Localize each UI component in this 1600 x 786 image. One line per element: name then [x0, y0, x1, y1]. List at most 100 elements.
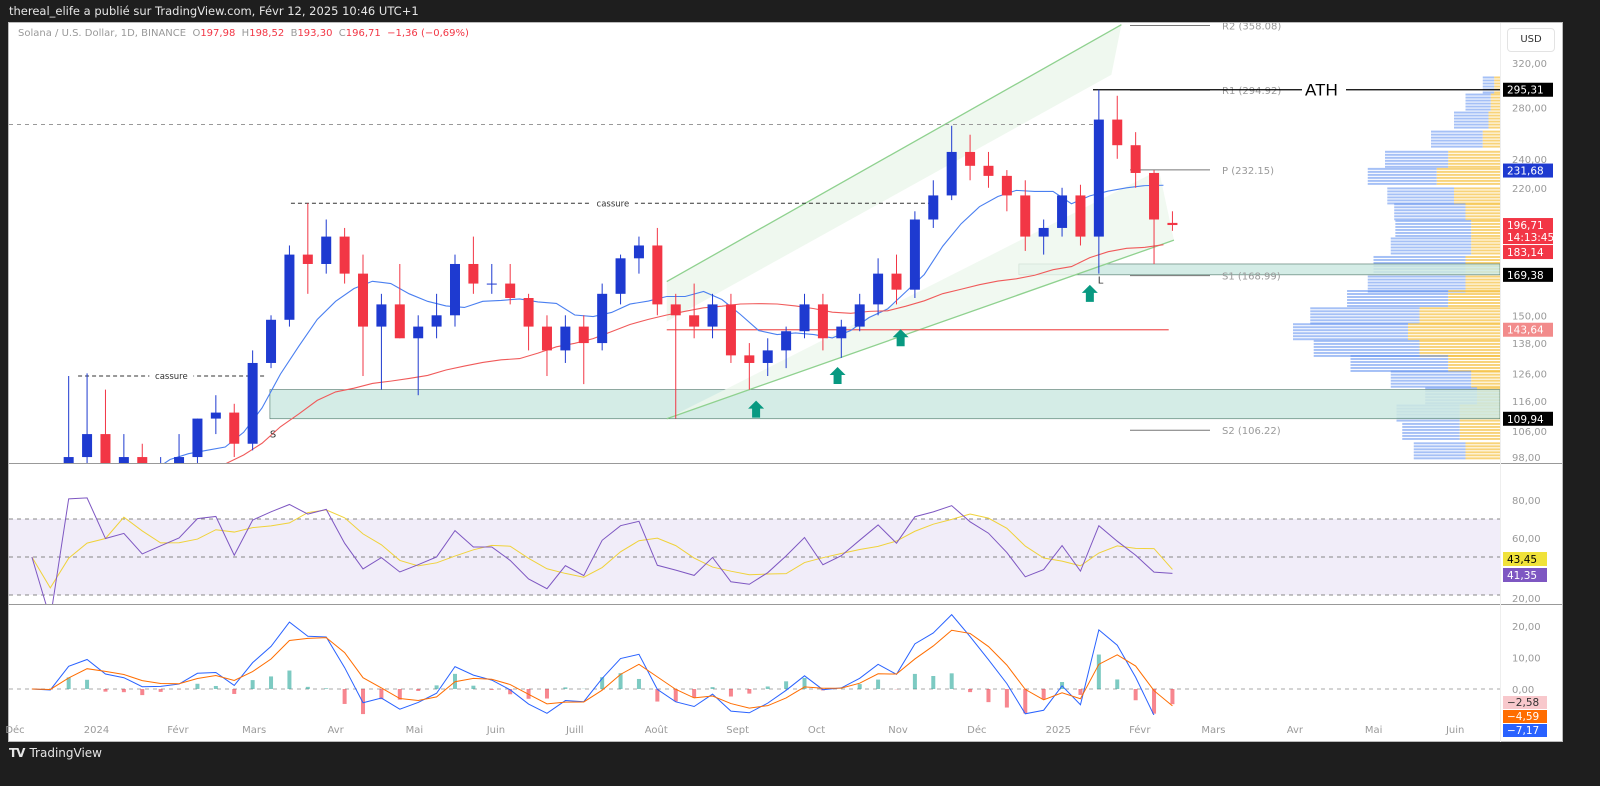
- macd-histogram-bar: [857, 684, 862, 689]
- candle-body: [523, 298, 534, 327]
- volume-profile-bar: [1367, 284, 1466, 287]
- volume-profile-bar: [1482, 142, 1500, 145]
- macd-histogram-bar: [232, 689, 237, 694]
- volume-profile-bar: [1490, 93, 1500, 96]
- ath-label-bg: [1302, 79, 1344, 100]
- volume-profile-bar: [1367, 182, 1437, 185]
- volume-profile-bar: [1431, 133, 1483, 136]
- macd-histogram-bar: [250, 680, 255, 689]
- brand-name[interactable]: TradingView: [29, 746, 102, 760]
- macd-histogram-bar: [747, 689, 752, 694]
- rsi-tag-label: 43,45: [1507, 554, 1537, 566]
- volume-profile-bar: [1394, 215, 1466, 218]
- macd-histogram-bar: [140, 689, 145, 696]
- candle-body: [1112, 119, 1123, 146]
- volume-profile-bar: [1402, 422, 1460, 425]
- volume-profile-bar: [1419, 345, 1500, 348]
- candle: [983, 151, 994, 188]
- candle-body: [413, 326, 424, 339]
- macd-tag: [1503, 724, 1547, 737]
- candle: [652, 227, 663, 316]
- candle: [689, 283, 700, 339]
- rsi-tag: [1503, 568, 1547, 582]
- time-axis-tick: Avr: [327, 725, 344, 736]
- time-axis-tick: Juill: [565, 725, 584, 736]
- time-axis-tick: Déc: [967, 724, 986, 736]
- price-axis-tick: 240,00: [1512, 155, 1547, 166]
- candle: [118, 434, 129, 463]
- candle: [266, 315, 277, 369]
- volume-profile-bar: [1350, 354, 1449, 357]
- macd-histogram-bar: [636, 678, 641, 689]
- low-value: 193,30: [297, 28, 333, 39]
- macd-histogram-bar: [1133, 689, 1138, 701]
- volume-profile-bar: [1390, 240, 1472, 243]
- volume-profile-bar: [1408, 329, 1500, 332]
- volume-profile-bar: [1431, 136, 1483, 139]
- chart-container[interactable]: [8, 22, 1563, 742]
- candles: [63, 89, 1178, 478]
- candle-body: [541, 326, 552, 351]
- tradingview-logo-icon: TV: [9, 746, 26, 760]
- time-axis-tick: Mai: [1365, 725, 1383, 736]
- volume-profile-bar: [1488, 114, 1500, 117]
- volume-profile-bar: [1293, 332, 1408, 335]
- volume-profile-bar: [1471, 225, 1500, 228]
- volume-profile-bar: [1310, 316, 1420, 319]
- volume-profile-bar: [1367, 176, 1437, 179]
- candle: [247, 350, 258, 451]
- currency-button[interactable]: USD: [1507, 28, 1555, 52]
- candle-body: [321, 236, 332, 264]
- macd-tag-label: −4,59: [1507, 711, 1539, 723]
- change-value: −1,36 (−0,69%): [387, 28, 469, 39]
- price-tag: [1503, 411, 1553, 426]
- macd-histogram-bar: [1115, 679, 1120, 689]
- volume-profile-bar: [1431, 139, 1483, 142]
- candle-body: [247, 362, 258, 444]
- volume-profile-bar: [1482, 136, 1500, 139]
- time-axis-tick: Mars: [242, 725, 266, 736]
- volume-profile-bar: [1395, 222, 1472, 225]
- symbol-name[interactable]: Solana / U.S. Dollar, 1D, BINANCE: [18, 28, 187, 39]
- countdown-label: 14:13:45: [1507, 232, 1554, 244]
- breakout-label: cassure: [155, 372, 188, 382]
- candle: [615, 254, 626, 305]
- candle-body: [873, 273, 884, 305]
- macd-histogram-bar: [269, 676, 274, 689]
- candle-body: [633, 245, 644, 259]
- candle: [1057, 187, 1068, 237]
- volume-profile-bar: [1350, 363, 1449, 366]
- candle-body: [156, 467, 166, 478]
- volume-profile-bar: [1347, 302, 1449, 305]
- volume-profile-bar: [1394, 218, 1466, 221]
- volume-profile-bar: [1413, 445, 1466, 448]
- open-value: 197,98: [200, 28, 236, 39]
- candle: [781, 326, 792, 369]
- price-tag: [1503, 267, 1553, 282]
- price-axis-tick: 126,00: [1512, 369, 1547, 380]
- high-label: H: [241, 28, 250, 39]
- volume-profile-bar: [1310, 319, 1420, 322]
- volume-profile-bar: [1465, 215, 1500, 218]
- volume-profile-bar: [1367, 278, 1466, 281]
- breakout-label: cassure: [597, 199, 630, 209]
- macd-histogram-bar: [710, 687, 715, 689]
- candle: [394, 263, 405, 339]
- macd-histogram-bar: [434, 685, 439, 689]
- volume-profile-bar: [1436, 179, 1500, 182]
- candle-body: [578, 326, 589, 344]
- breakout-label-bg: [590, 197, 635, 209]
- volume-profile-bar: [1313, 348, 1420, 351]
- volume-profile-bar: [1494, 85, 1500, 88]
- candle-body: [1020, 195, 1031, 237]
- candle: [891, 254, 902, 305]
- candle-body: [192, 418, 203, 458]
- macd-histogram-bar: [508, 689, 513, 695]
- macd-histogram-bar: [379, 689, 384, 700]
- candle-body: [63, 457, 74, 463]
- volume-profile-bar: [1390, 249, 1472, 252]
- candle: [63, 376, 74, 463]
- candle: [744, 343, 755, 390]
- volume-profile-bar: [1367, 167, 1437, 170]
